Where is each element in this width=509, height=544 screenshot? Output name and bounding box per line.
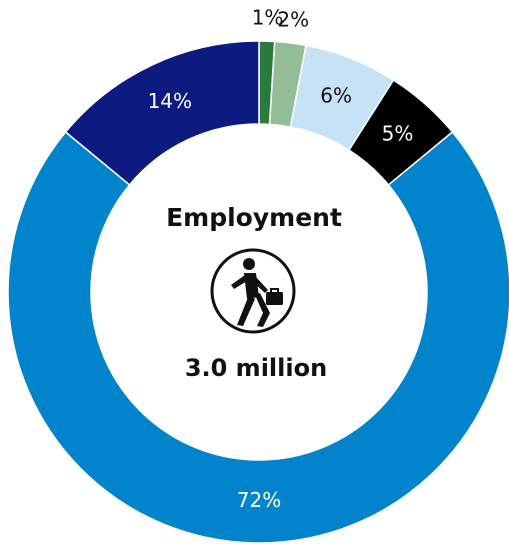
walking-person-with-briefcase-icon <box>210 248 296 334</box>
donut-slices <box>7 40 509 544</box>
slice-labels: 1%2% 6% 5% 72% 14% <box>148 6 414 512</box>
donut-slice-5 <box>64 40 260 186</box>
slice-label-1: 2% <box>277 8 309 32</box>
slice-label-5: 14% <box>148 89 192 113</box>
center-value: 3.0 million <box>185 354 327 382</box>
donut-slice-4 <box>7 130 509 544</box>
slice-label-4: 72% <box>237 488 281 512</box>
center-title: Employment <box>166 203 342 232</box>
slice-label-0: 1% <box>252 6 284 30</box>
slice-label-3: 5% <box>382 121 414 145</box>
slice-label-2: 6% <box>320 84 352 108</box>
